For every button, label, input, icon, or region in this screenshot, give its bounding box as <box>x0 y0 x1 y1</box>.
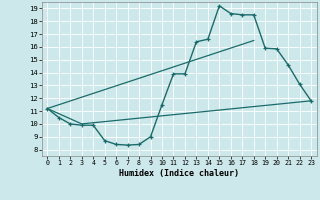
X-axis label: Humidex (Indice chaleur): Humidex (Indice chaleur) <box>119 169 239 178</box>
